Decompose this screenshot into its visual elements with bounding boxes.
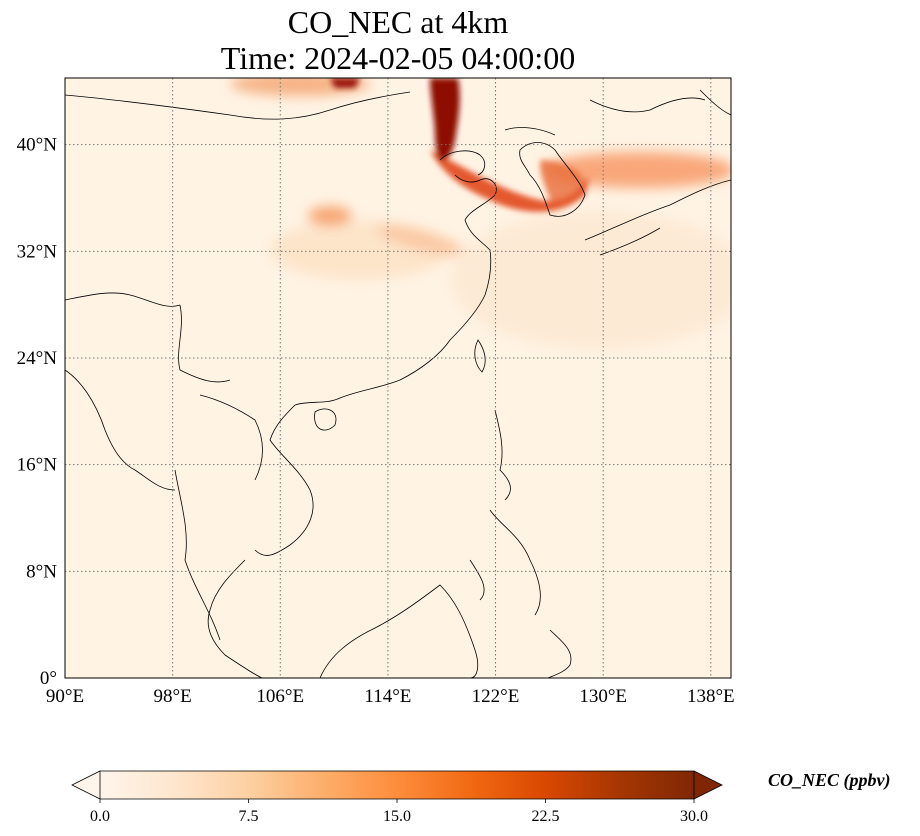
inland-border-4: [134, 469, 176, 491]
lon-tick-label: 106°E: [256, 686, 304, 707]
central-china-patch: [308, 206, 352, 226]
lon-tick-label: 98°E: [154, 686, 192, 707]
lon-tick-label: 130°E: [579, 686, 627, 707]
map-title: CO_NEC at 4km Time: 2024-02-05 04:00:00: [0, 4, 796, 76]
lon-tick-label: 114°E: [364, 686, 411, 707]
colorbar-gradient: [100, 771, 694, 799]
gridlines: [65, 78, 731, 678]
mongolia-border: [65, 91, 411, 120]
burma-coast: [65, 369, 136, 471]
korea-plume-core: [540, 160, 585, 202]
lat-tick-label: 8°N: [26, 561, 57, 582]
lat-tick-label: 32°N: [17, 241, 58, 262]
malay-peninsula: [174, 469, 221, 641]
title-line-2: Time: 2024-02-05 04:00:00: [220, 40, 576, 76]
colorbar-ticks: 0.0 7.5 15.0 22.5 30.0: [90, 799, 708, 825]
sulawesi: [547, 629, 572, 678]
philippines-luzon: [494, 409, 511, 501]
liaodong-coast: [439, 150, 486, 176]
coastlines: [65, 89, 731, 678]
hainan: [314, 408, 337, 431]
colorbar-tick-label: 30.0: [680, 808, 708, 825]
korea-peninsula: [519, 142, 586, 217]
taiwan: [474, 339, 486, 373]
lat-tick-label: 0°: [40, 668, 57, 689]
colorbar-tick-label: 0.0: [90, 808, 110, 825]
inland-border-3: [199, 394, 263, 481]
inland-border-1: [65, 292, 181, 307]
map-frame: [64, 77, 732, 679]
lat-tick-label: 24°N: [17, 348, 58, 369]
concentration-field: [230, 78, 731, 350]
colorbar: 0.0 7.5 15.0 22.5 30.0: [71, 770, 723, 825]
indochina-coast: [207, 404, 314, 678]
lon-tick-labels: 90°E 98°E 106°E 114°E 122°E 130°E 138°E: [46, 686, 735, 707]
colorbar-extend-high: [693, 770, 723, 800]
colorbar-extend-low: [71, 770, 101, 800]
japan-hokkaido: [699, 89, 731, 116]
north-china-stream: [430, 78, 460, 160]
colorbar-tick-label: 15.0: [383, 808, 411, 825]
philippines-south: [469, 509, 541, 616]
lat-tick-label: 16°N: [17, 455, 58, 476]
lat-tick-label: 40°N: [17, 135, 58, 156]
inland-border-5: [589, 97, 706, 113]
lon-tick-label: 138°E: [687, 686, 735, 707]
lat-tick-labels: 0° 8°N 16°N 24°N 32°N 40°N: [17, 135, 58, 689]
lon-tick-label: 90°E: [46, 686, 84, 707]
korea-japan-band: [545, 152, 731, 188]
inland-border-2: [178, 304, 231, 383]
faint-haze-east: [450, 210, 731, 350]
lon-tick-label: 122°E: [472, 686, 520, 707]
yellow-sea-band: [376, 224, 464, 256]
china-coast: [294, 174, 497, 406]
borneo: [319, 584, 479, 678]
japan-honshu: [584, 179, 731, 256]
colorbar-tick-label: 22.5: [532, 808, 560, 825]
colorbar-tick-label: 7.5: [239, 808, 259, 825]
inland-border-6: [504, 127, 556, 136]
bohai-korea-band: [430, 150, 590, 212]
title-line-1: CO_NEC at 4km: [287, 4, 509, 40]
colorbar-label: CO_NEC (ppbv): [768, 770, 891, 790]
top-edge-dark: [330, 78, 360, 88]
